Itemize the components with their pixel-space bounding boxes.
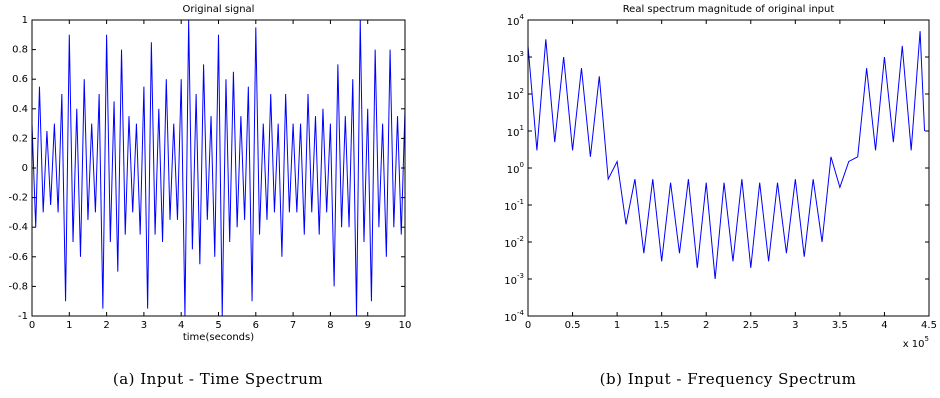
y-tick-label: 1 bbox=[22, 15, 28, 26]
x-tick-label: 1 bbox=[66, 320, 72, 331]
x-tick-label: 10 bbox=[399, 320, 412, 331]
x-tick-label: 3 bbox=[792, 320, 798, 331]
y-tick-label: -0.6 bbox=[8, 252, 28, 263]
x-tick-label: 8 bbox=[327, 320, 333, 331]
y-tick-label: 10-1 bbox=[504, 198, 524, 213]
y-tick-label: 103 bbox=[507, 50, 524, 65]
y-tick-label: 0.6 bbox=[12, 74, 28, 85]
x-tick-label: 0 bbox=[29, 320, 35, 331]
x-tick-label: 0.5 bbox=[565, 320, 581, 331]
caption: (b) Input - Frequency Spectrum bbox=[600, 370, 857, 388]
y-tick-label: 10-4 bbox=[504, 309, 524, 324]
y-tick-label: 0 bbox=[22, 163, 28, 174]
plot-frame bbox=[527, 19, 930, 317]
x-tick-label: 9 bbox=[365, 320, 371, 331]
x-tick-label: 0 bbox=[525, 320, 531, 331]
x-tick-label: 2.5 bbox=[743, 320, 759, 331]
x-tick-label: 3 bbox=[141, 320, 147, 331]
y-tick-label: 0.4 bbox=[12, 104, 28, 115]
x-tick-label: 3.5 bbox=[832, 320, 848, 331]
y-tick-label: 101 bbox=[507, 124, 524, 139]
y-tick-label: 104 bbox=[507, 13, 525, 28]
x-tick-label: 1 bbox=[614, 320, 620, 331]
x-tick-label: 4 bbox=[881, 320, 887, 331]
y-tick-label: -0.4 bbox=[8, 222, 28, 233]
chart-title: Original signal bbox=[183, 4, 255, 15]
x-tick-label: 1.5 bbox=[654, 320, 670, 331]
y-tick-label: 0.2 bbox=[12, 133, 28, 144]
y-tick-label: 0.8 bbox=[12, 45, 28, 56]
y-tick-label: -0.2 bbox=[8, 193, 28, 204]
x-tick-label: 7 bbox=[290, 320, 296, 331]
x-tick-label: 4 bbox=[178, 320, 184, 331]
x-axis-label: time(seconds) bbox=[183, 332, 254, 343]
x-tick-label: 2 bbox=[103, 320, 109, 331]
x-axis-multiplier: x 105 bbox=[903, 335, 929, 350]
y-tick-label: -1 bbox=[18, 311, 28, 322]
y-tick-label: 102 bbox=[507, 87, 524, 102]
x-tick-label: 5 bbox=[215, 320, 221, 331]
y-tick-label: -0.8 bbox=[8, 281, 28, 292]
y-tick-label: 100 bbox=[507, 161, 524, 176]
x-tick-label: 4.5 bbox=[921, 320, 937, 331]
y-tick-label: 10-2 bbox=[504, 235, 524, 250]
signal-line bbox=[527, 31, 926, 280]
caption: (a) Input - Time Spectrum bbox=[113, 370, 323, 388]
x-tick-label: 2 bbox=[703, 320, 709, 331]
x-tick-label: 6 bbox=[253, 320, 259, 331]
signal-line bbox=[31, 19, 406, 317]
y-tick-label: 10-3 bbox=[504, 272, 524, 287]
chart-title: Real spectrum magnitude of original inpu… bbox=[623, 4, 835, 15]
